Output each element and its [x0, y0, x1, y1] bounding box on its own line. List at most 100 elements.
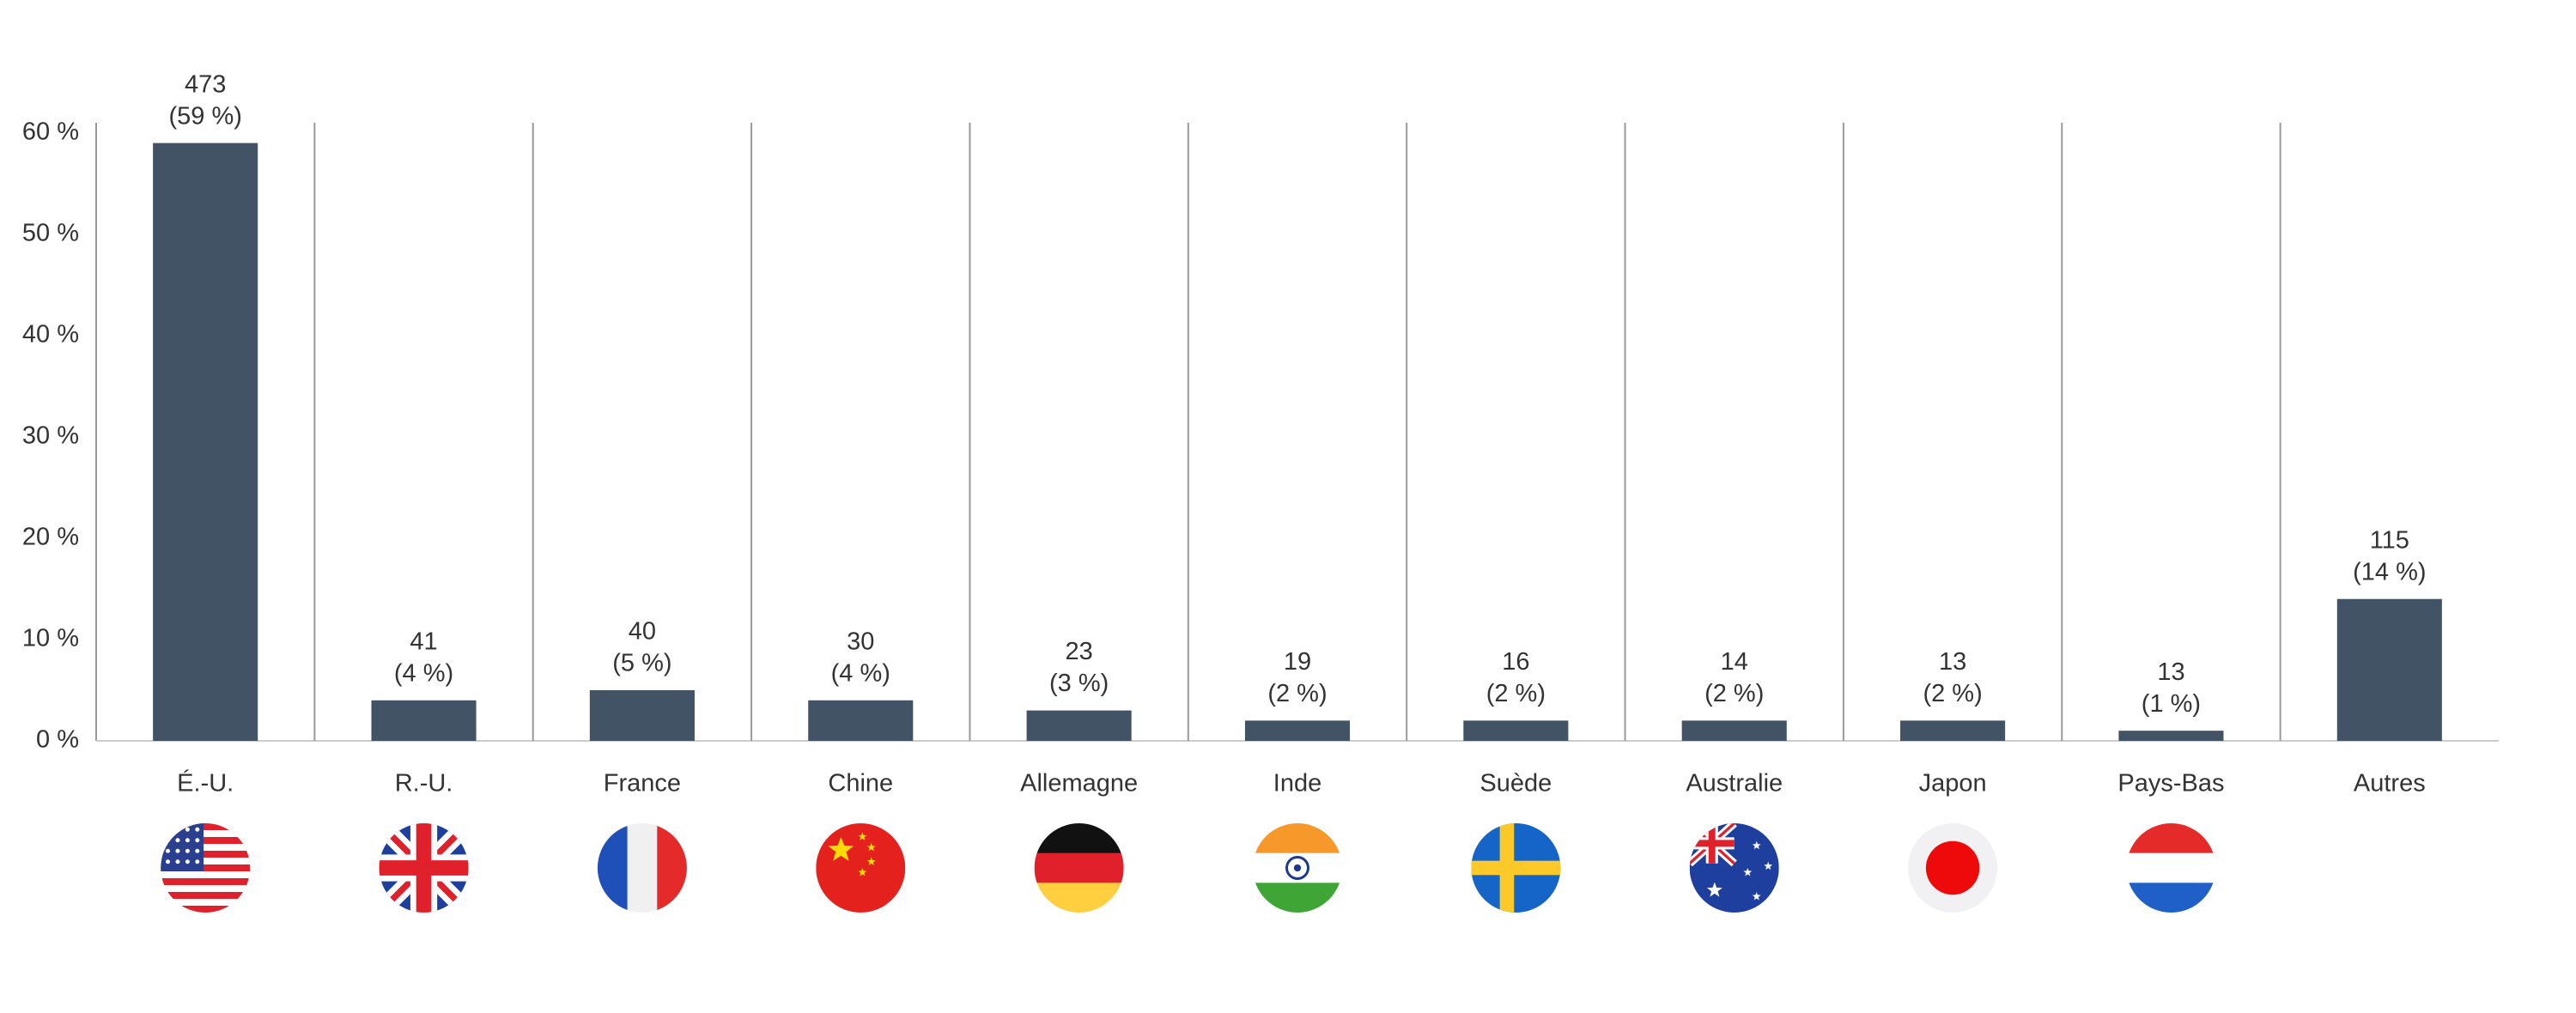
flag [2126, 823, 2216, 913]
bar [589, 689, 695, 741]
count-label: 30 [847, 628, 874, 655]
count-label: 13 [2157, 658, 2184, 686]
flag-star [1752, 840, 1761, 850]
flag-star [828, 836, 854, 861]
flag-part [161, 851, 251, 858]
y-tick-label: 20 % [22, 524, 79, 551]
flag [379, 823, 469, 913]
y-tick-label: 10 % [22, 625, 79, 652]
flag-part [2126, 852, 2216, 884]
x-tick-label: É.-U. [177, 769, 234, 798]
flag-part [1034, 852, 1124, 884]
flag-part [161, 899, 251, 907]
flag-part [195, 838, 200, 843]
bar [1026, 710, 1132, 741]
value-label: (5 %) [612, 650, 671, 677]
bar [1244, 720, 1351, 741]
flag-part [175, 859, 180, 864]
bar [1900, 720, 2006, 741]
flag-part [1285, 856, 1309, 880]
flag-part [166, 859, 171, 864]
bar [808, 700, 914, 741]
y-tick-label: 30 % [22, 422, 79, 450]
value-label: (1 %) [2142, 690, 2201, 718]
flag [1908, 823, 1998, 913]
flag-part [1293, 864, 1302, 872]
flag-part [185, 859, 190, 864]
flag-part [166, 848, 171, 853]
flag-part [1471, 860, 1561, 876]
x-tick-label: R.-U. [395, 770, 453, 798]
flag-star [866, 857, 876, 865]
bar [1681, 720, 1787, 741]
flag-part [161, 858, 251, 865]
flag-part [166, 827, 171, 832]
value-label: (2 %) [1923, 680, 1982, 707]
value-label: (59 %) [168, 102, 241, 130]
flag [1471, 823, 1561, 913]
flag [1034, 823, 1124, 913]
flag-part [185, 848, 190, 853]
flag [1689, 823, 1779, 913]
flag-part [175, 827, 180, 832]
x-tick-label: Allemagne [1020, 770, 1138, 798]
value-label: (2 %) [1704, 680, 1764, 707]
x-tick-label: Chine [828, 770, 893, 798]
flag-part [1253, 883, 1342, 913]
flag-part [185, 838, 190, 843]
x-tick-label: Suède [1479, 770, 1552, 798]
flag-part [175, 848, 180, 853]
flag-part [195, 827, 200, 832]
flag-part [379, 823, 469, 913]
value-label: (3 %) [1049, 670, 1109, 697]
bar [2336, 598, 2442, 741]
flag-part [1034, 883, 1124, 913]
value-label: (4 %) [831, 659, 890, 687]
flag-star [1752, 892, 1761, 901]
flag-part [195, 859, 200, 864]
flag-part [627, 823, 659, 913]
flag [816, 823, 906, 913]
y-tick-label: 50 % [22, 219, 79, 246]
x-tick-label: Autres [2354, 770, 2426, 798]
y-tick-label: 40 % [22, 321, 79, 349]
flag-star [1764, 861, 1773, 870]
flag-part [161, 864, 251, 872]
flag-part [161, 823, 251, 831]
value-label: (2 %) [1267, 680, 1327, 707]
flag-part [161, 871, 251, 879]
flag-part [195, 848, 200, 853]
flag-part [161, 892, 251, 900]
flag-star [1743, 868, 1753, 877]
flag-part [1925, 840, 1980, 895]
flag-part [185, 827, 190, 832]
count-label: 473 [185, 70, 226, 98]
flag-star [1706, 882, 1722, 897]
flag-part [1499, 823, 1515, 913]
flag-part [1689, 823, 1735, 864]
flag-part [161, 885, 251, 893]
flag [1253, 823, 1342, 913]
value-label: (2 %) [1486, 680, 1546, 707]
flag-part [1253, 823, 1342, 854]
count-label: 19 [1284, 648, 1311, 676]
flag-part [161, 830, 251, 838]
x-tick-label: Australie [1686, 770, 1783, 798]
count-label: 40 [629, 618, 656, 646]
bar [2118, 731, 2224, 741]
count-label: 41 [410, 628, 437, 655]
count-label: 16 [1502, 648, 1529, 676]
count-label: 13 [1939, 648, 1966, 676]
flag-part [161, 837, 251, 845]
flag [597, 823, 687, 913]
value-label: (4 %) [394, 659, 453, 687]
flag-part [175, 838, 180, 843]
x-tick-label: France [604, 770, 681, 798]
flag-star [858, 832, 867, 840]
flag-star [866, 842, 876, 852]
bar [153, 143, 258, 741]
x-tick-label: Japon [1919, 770, 1987, 798]
value-label: (14 %) [2353, 558, 2426, 585]
